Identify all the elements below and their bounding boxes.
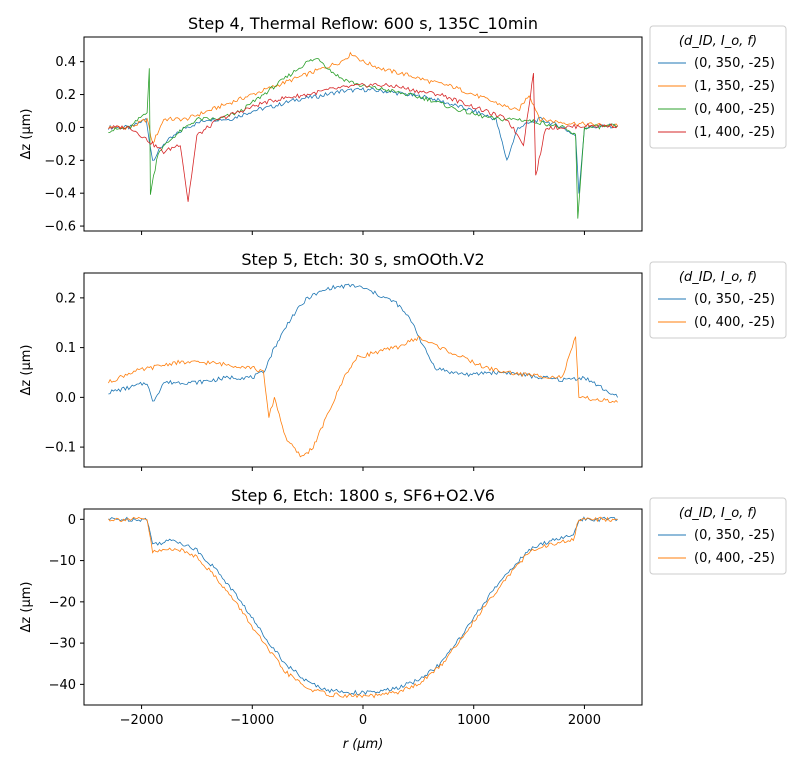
y-tick-label: −0.1 <box>44 441 76 456</box>
x-axis-label: r (µm) <box>343 737 384 752</box>
y-tick-label: 0.0 <box>55 391 76 406</box>
y-tick-label: 0.4 <box>55 55 76 70</box>
legend: (d_ID, I_o, f) (0, 350, -25) (0, 400, -25) <box>649 261 787 339</box>
y-tick-label: 0.2 <box>55 88 76 103</box>
plot-frame <box>83 272 643 468</box>
chart-panel-3: −40 −30 −20 −10 0 −2000 −1000 0 1000 2000 Step 6, … <box>19 486 787 752</box>
y-axis-label: Δz (µm) <box>19 582 34 633</box>
y-axis-label: Δz (µm) <box>19 109 34 160</box>
legend-entry: (0, 400, -25) <box>694 315 775 330</box>
series-line-3 <box>108 58 618 219</box>
y-tick-label: 0.1 <box>55 341 76 356</box>
y-tick-label: 0.0 <box>55 121 76 136</box>
y-tick-label: −0.6 <box>44 220 76 235</box>
y-tick-label: −0.2 <box>44 154 76 169</box>
series-line-2 <box>108 51 618 144</box>
plot-frame <box>83 508 643 706</box>
legend-box <box>649 261 787 339</box>
legend-entry: (0, 400, -25) <box>694 551 775 566</box>
legend-entry: (0, 350, -25) <box>694 292 775 307</box>
y-tick-label: 0.2 <box>55 291 76 306</box>
chart-title: Step 4, Thermal Reflow: 600 s, 135C_10mi… <box>188 14 538 34</box>
y-tick-label: 0 <box>68 513 76 528</box>
y-tick-label: −30 <box>49 637 76 652</box>
x-tick-label: 0 <box>359 713 367 728</box>
x-tick-label: −2000 <box>120 713 164 728</box>
y-tick-label: −40 <box>49 678 76 693</box>
legend-entry: (0, 350, -25) <box>694 56 775 71</box>
x-tick-label: 1000 <box>457 713 490 728</box>
plot-frame <box>83 36 643 232</box>
series-line-4 <box>108 73 618 202</box>
chart-title: Step 6, Etch: 1800 s, SF6+O2.V6 <box>231 486 495 505</box>
legend-entry: (0, 350, -25) <box>694 528 775 543</box>
legend: (d_ID, I_o, f) (0, 350, -25) (0, 400, -25) <box>649 497 787 575</box>
chart-panel-2: −0.1 0.0 0.1 0.2 Step 5, Etch: 30 s, smOOth.… <box>19 250 787 471</box>
legend-entry: (1, 350, -25) <box>694 79 775 94</box>
x-tick-label: 2000 <box>568 713 601 728</box>
chart-panel-1: −0.6 −0.4 −0.2 0.0 0.2 0.4 Step 4, Thermal Ref… <box>19 14 787 235</box>
legend-box <box>649 25 787 149</box>
legend-title: (d_ID, I_o, f) <box>679 34 757 49</box>
series-line-1 <box>108 516 618 696</box>
series-line-2 <box>108 516 618 699</box>
y-tick-label: −20 <box>49 595 76 610</box>
y-tick-label: −10 <box>49 554 76 569</box>
legend-title: (d_ID, I_o, f) <box>679 270 757 285</box>
series-line-1 <box>108 283 618 402</box>
legend-entry: (1, 400, -25) <box>694 125 775 140</box>
y-axis-label: Δz (µm) <box>19 345 34 396</box>
series-line-2 <box>108 335 618 458</box>
legend: (d_ID, I_o, f) (0, 350, -25) (1, 350, -25)… <box>649 25 787 149</box>
legend-entry: (0, 400, -25) <box>694 102 775 117</box>
y-tick-label: −0.4 <box>44 187 76 202</box>
legend-box <box>649 497 787 575</box>
chart-title: Step 5, Etch: 30 s, smOOth.V2 <box>241 250 484 269</box>
legend-title: (d_ID, I_o, f) <box>679 506 757 521</box>
series-line-1 <box>108 87 618 194</box>
x-tick-label: −1000 <box>230 713 274 728</box>
